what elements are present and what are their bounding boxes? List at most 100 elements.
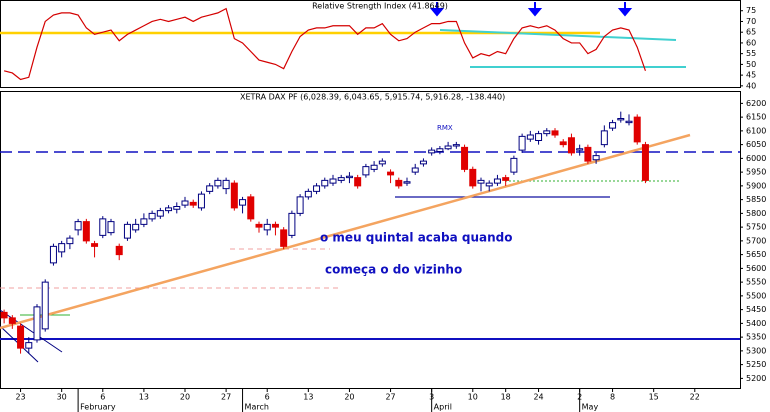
y-tick-label: 40 [746,81,756,90]
candle-body [493,178,501,184]
candle-body [362,166,370,176]
y-tick-label: 5350 [746,333,766,342]
candle-body [173,206,181,210]
candle-body [337,177,345,181]
candle-body [148,212,156,220]
candle-body [49,245,57,264]
y-tick-label: 5700 [746,236,766,245]
x-tick-label: 27 [385,393,395,402]
candle-body [329,178,337,184]
candle-body [271,223,279,228]
candle-body [189,201,197,206]
candle-body [66,237,74,245]
x-tick-label: 10 [468,393,478,402]
candle-body [17,325,25,349]
candle-body [633,116,641,143]
y-tick-label: 5800 [746,209,766,218]
candle-body [617,118,625,121]
x-tick-label: 13 [139,393,149,402]
candle-body [82,221,90,242]
candle-body [411,167,419,173]
candle-body [132,223,140,231]
y-tick-label: 5250 [746,360,766,369]
candle-body [239,199,247,206]
y-tick-label: 5950 [746,168,766,177]
candle-body [469,168,477,187]
x-tick-label: 13 [303,393,313,402]
candle-body [197,193,205,209]
candle-body [403,181,411,184]
candle-body [444,145,452,150]
y-tick-label: 6050 [746,140,766,149]
candle-body [115,245,123,256]
y-tick-label: 5500 [746,291,766,300]
candle-body [140,218,148,225]
month-label: March [245,403,269,412]
x-tick-label: 22 [690,393,700,402]
candle-body [378,160,386,165]
candle-body [156,210,164,217]
candle-body [288,212,296,236]
candle-body [535,133,543,141]
rsi-title: Relative Strength Index (41.8649) [312,2,448,11]
candle-body [247,196,255,220]
candle-body [123,223,131,239]
candle-body [165,207,173,212]
y-tick-label: 75 [746,6,756,15]
x-tick-label: 27 [221,393,231,402]
candle-body [510,157,518,173]
candle-body [41,281,49,330]
candle-body [387,171,395,176]
candle-body [280,229,288,247]
y-tick-label: 5400 [746,319,766,328]
y-tick-label: 70 [746,17,756,26]
candle-body [33,306,41,341]
x-tick-label: 20 [180,393,190,402]
candle-body [99,218,107,236]
candle-body [567,137,575,154]
y-tick-label: 45 [746,71,756,80]
candle-body [551,130,559,136]
rsi-trend-line [439,29,677,41]
y-tick-label: 65 [746,28,756,37]
candle-body [8,317,16,324]
y-tick-label: 50 [746,60,756,69]
y-tick-label: 6000 [746,154,766,163]
y-tick-label: 5450 [746,305,766,314]
candle-body [600,130,608,146]
y-tick-label: 6100 [746,126,766,135]
candle-body [25,342,33,349]
annotation: RMX [437,124,453,132]
y-tick-label: 5850 [746,195,766,204]
candle-body [354,177,362,187]
candle-body [206,185,214,192]
candle-body [502,177,510,181]
y-tick-label: 6200 [746,99,766,108]
price-title: XETRA DAX PF (6,028.39, 6,043.65, 5,915.… [240,93,505,102]
channel-line [0,309,63,353]
month-label: April [434,403,452,412]
candle-body [526,134,534,140]
y-tick-label: 5550 [746,278,766,287]
candle-body [296,196,304,214]
candle-body [395,179,403,187]
candle-body [461,146,469,170]
candle-body [641,144,649,181]
month-label: May [582,403,599,412]
candle-body [592,155,600,161]
annotation: o meu quintal acaba quando [320,231,512,245]
candle-body [584,146,592,162]
candle-body [576,148,584,151]
candle-body [419,160,427,165]
candle-body [304,190,312,198]
y-tick-label: 55 [746,49,756,58]
month-label: February [80,403,116,412]
candle-body [91,243,99,247]
x-tick-label: 8 [610,393,615,402]
candle-body [74,221,82,231]
rsi-panel [0,0,741,88]
y-tick-label: 5200 [746,374,766,383]
y-tick-label: 5900 [746,181,766,190]
candle-body [222,179,230,190]
candle-body [518,135,526,151]
